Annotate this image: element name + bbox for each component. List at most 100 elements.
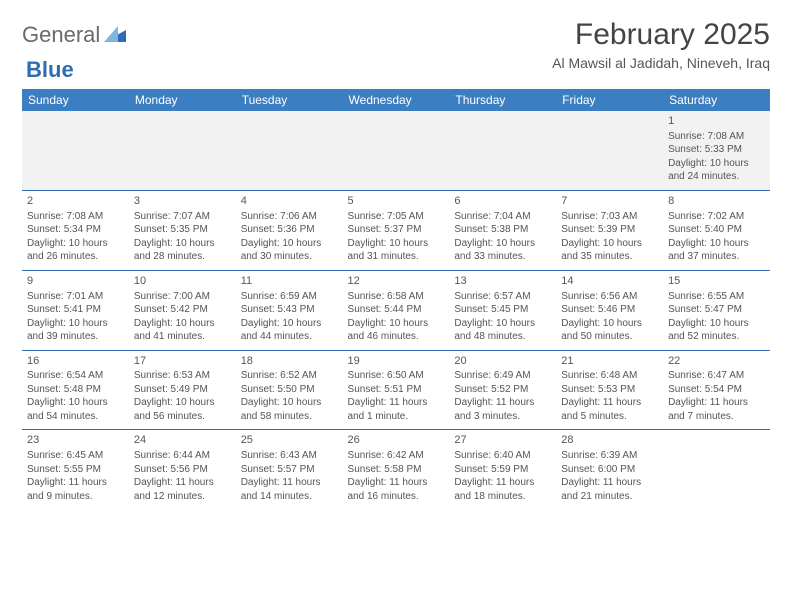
logo-flag-icon bbox=[104, 22, 126, 48]
sunset-text: Sunset: 5:58 PM bbox=[348, 463, 445, 477]
day-header: Tuesday bbox=[236, 89, 343, 111]
daylight-text: Daylight: 11 hours and 21 minutes. bbox=[561, 476, 658, 503]
date-number: 26 bbox=[348, 433, 445, 448]
date-number: 15 bbox=[668, 274, 765, 289]
day-header: Sunday bbox=[22, 89, 129, 111]
date-number: 11 bbox=[241, 274, 338, 289]
calendar-week-row: 16Sunrise: 6:54 AMSunset: 5:48 PMDayligh… bbox=[22, 350, 770, 430]
date-number: 17 bbox=[134, 354, 231, 369]
sunset-text: Sunset: 5:36 PM bbox=[241, 223, 338, 237]
sunrise-text: Sunrise: 7:08 AM bbox=[668, 130, 765, 144]
sunrise-text: Sunrise: 6:44 AM bbox=[134, 449, 231, 463]
calendar-cell bbox=[129, 111, 236, 190]
sunrise-text: Sunrise: 7:03 AM bbox=[561, 210, 658, 224]
calendar-cell: 26Sunrise: 6:42 AMSunset: 5:58 PMDayligh… bbox=[343, 430, 450, 509]
daylight-text: Daylight: 10 hours and 37 minutes. bbox=[668, 237, 765, 264]
calendar-cell: 16Sunrise: 6:54 AMSunset: 5:48 PMDayligh… bbox=[22, 350, 129, 430]
sunrise-text: Sunrise: 6:59 AM bbox=[241, 290, 338, 304]
sunset-text: Sunset: 5:54 PM bbox=[668, 383, 765, 397]
calendar-page: General February 2025 Al Mawsil al Jadid… bbox=[0, 0, 792, 519]
sunrise-text: Sunrise: 6:39 AM bbox=[561, 449, 658, 463]
calendar-cell: 24Sunrise: 6:44 AMSunset: 5:56 PMDayligh… bbox=[129, 430, 236, 509]
date-number: 9 bbox=[27, 274, 124, 289]
logo: General bbox=[22, 18, 126, 48]
calendar-cell: 12Sunrise: 6:58 AMSunset: 5:44 PMDayligh… bbox=[343, 270, 450, 350]
daylight-text: Daylight: 10 hours and 31 minutes. bbox=[348, 237, 445, 264]
calendar-cell: 11Sunrise: 6:59 AMSunset: 5:43 PMDayligh… bbox=[236, 270, 343, 350]
sunset-text: Sunset: 5:59 PM bbox=[454, 463, 551, 477]
sunset-text: Sunset: 5:33 PM bbox=[668, 143, 765, 157]
daylight-text: Daylight: 10 hours and 48 minutes. bbox=[454, 317, 551, 344]
sunset-text: Sunset: 5:51 PM bbox=[348, 383, 445, 397]
daylight-text: Daylight: 10 hours and 44 minutes. bbox=[241, 317, 338, 344]
month-title: February 2025 bbox=[552, 18, 770, 52]
daylight-text: Daylight: 11 hours and 18 minutes. bbox=[454, 476, 551, 503]
sunset-text: Sunset: 5:57 PM bbox=[241, 463, 338, 477]
day-header: Friday bbox=[556, 89, 663, 111]
sunrise-text: Sunrise: 7:04 AM bbox=[454, 210, 551, 224]
day-header: Wednesday bbox=[343, 89, 450, 111]
calendar-cell: 14Sunrise: 6:56 AMSunset: 5:46 PMDayligh… bbox=[556, 270, 663, 350]
date-number: 7 bbox=[561, 194, 658, 209]
sunrise-text: Sunrise: 6:40 AM bbox=[454, 449, 551, 463]
daylight-text: Daylight: 11 hours and 9 minutes. bbox=[27, 476, 124, 503]
logo-word-blue: Blue bbox=[26, 57, 74, 83]
date-number: 28 bbox=[561, 433, 658, 448]
calendar-body: 1Sunrise: 7:08 AMSunset: 5:33 PMDaylight… bbox=[22, 111, 770, 509]
sunset-text: Sunset: 5:42 PM bbox=[134, 303, 231, 317]
calendar-cell: 5Sunrise: 7:05 AMSunset: 5:37 PMDaylight… bbox=[343, 190, 450, 270]
sunset-text: Sunset: 5:37 PM bbox=[348, 223, 445, 237]
sunrise-text: Sunrise: 7:02 AM bbox=[668, 210, 765, 224]
daylight-text: Daylight: 11 hours and 3 minutes. bbox=[454, 396, 551, 423]
date-number: 13 bbox=[454, 274, 551, 289]
daylight-text: Daylight: 11 hours and 16 minutes. bbox=[348, 476, 445, 503]
sunrise-text: Sunrise: 7:06 AM bbox=[241, 210, 338, 224]
sunset-text: Sunset: 5:48 PM bbox=[27, 383, 124, 397]
daylight-text: Daylight: 10 hours and 24 minutes. bbox=[668, 157, 765, 184]
sunrise-text: Sunrise: 6:48 AM bbox=[561, 369, 658, 383]
title-block: February 2025 Al Mawsil al Jadidah, Nine… bbox=[552, 18, 770, 71]
day-header-row: Sunday Monday Tuesday Wednesday Thursday… bbox=[22, 89, 770, 111]
sunrise-text: Sunrise: 6:45 AM bbox=[27, 449, 124, 463]
daylight-text: Daylight: 10 hours and 56 minutes. bbox=[134, 396, 231, 423]
sunset-text: Sunset: 5:34 PM bbox=[27, 223, 124, 237]
sunrise-text: Sunrise: 7:01 AM bbox=[27, 290, 124, 304]
calendar-cell: 1Sunrise: 7:08 AMSunset: 5:33 PMDaylight… bbox=[663, 111, 770, 190]
calendar-cell: 22Sunrise: 6:47 AMSunset: 5:54 PMDayligh… bbox=[663, 350, 770, 430]
date-number: 1 bbox=[668, 114, 765, 129]
date-number: 14 bbox=[561, 274, 658, 289]
calendar-cell: 27Sunrise: 6:40 AMSunset: 5:59 PMDayligh… bbox=[449, 430, 556, 509]
daylight-text: Daylight: 10 hours and 46 minutes. bbox=[348, 317, 445, 344]
sunset-text: Sunset: 5:50 PM bbox=[241, 383, 338, 397]
sunset-text: Sunset: 5:39 PM bbox=[561, 223, 658, 237]
daylight-text: Daylight: 10 hours and 58 minutes. bbox=[241, 396, 338, 423]
daylight-text: Daylight: 10 hours and 30 minutes. bbox=[241, 237, 338, 264]
sunrise-text: Sunrise: 7:08 AM bbox=[27, 210, 124, 224]
date-number: 3 bbox=[134, 194, 231, 209]
sunset-text: Sunset: 5:40 PM bbox=[668, 223, 765, 237]
date-number: 21 bbox=[561, 354, 658, 369]
sunset-text: Sunset: 6:00 PM bbox=[561, 463, 658, 477]
calendar-cell: 25Sunrise: 6:43 AMSunset: 5:57 PMDayligh… bbox=[236, 430, 343, 509]
calendar-cell bbox=[343, 111, 450, 190]
daylight-text: Daylight: 10 hours and 41 minutes. bbox=[134, 317, 231, 344]
calendar-cell: 4Sunrise: 7:06 AMSunset: 5:36 PMDaylight… bbox=[236, 190, 343, 270]
date-number: 25 bbox=[241, 433, 338, 448]
calendar-cell: 2Sunrise: 7:08 AMSunset: 5:34 PMDaylight… bbox=[22, 190, 129, 270]
calendar-cell: 13Sunrise: 6:57 AMSunset: 5:45 PMDayligh… bbox=[449, 270, 556, 350]
sunset-text: Sunset: 5:47 PM bbox=[668, 303, 765, 317]
daylight-text: Daylight: 10 hours and 54 minutes. bbox=[27, 396, 124, 423]
sunrise-text: Sunrise: 6:47 AM bbox=[668, 369, 765, 383]
daylight-text: Daylight: 11 hours and 7 minutes. bbox=[668, 396, 765, 423]
date-number: 5 bbox=[348, 194, 445, 209]
sunrise-text: Sunrise: 7:07 AM bbox=[134, 210, 231, 224]
sunrise-text: Sunrise: 6:50 AM bbox=[348, 369, 445, 383]
sunset-text: Sunset: 5:45 PM bbox=[454, 303, 551, 317]
calendar-cell bbox=[556, 111, 663, 190]
sunrise-text: Sunrise: 6:56 AM bbox=[561, 290, 658, 304]
calendar-cell: 9Sunrise: 7:01 AMSunset: 5:41 PMDaylight… bbox=[22, 270, 129, 350]
daylight-text: Daylight: 10 hours and 33 minutes. bbox=[454, 237, 551, 264]
calendar-cell: 21Sunrise: 6:48 AMSunset: 5:53 PMDayligh… bbox=[556, 350, 663, 430]
sunrise-text: Sunrise: 6:49 AM bbox=[454, 369, 551, 383]
date-number: 4 bbox=[241, 194, 338, 209]
